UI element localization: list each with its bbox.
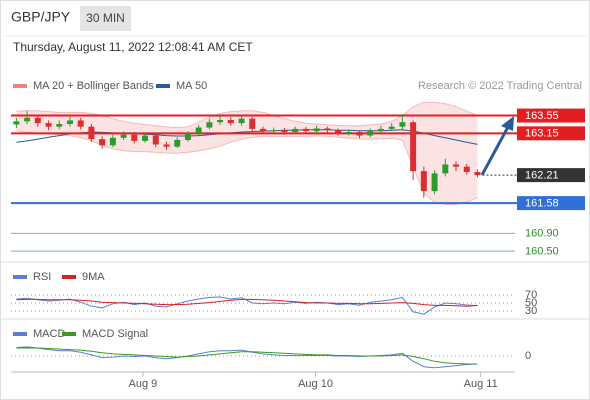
candle-body bbox=[442, 164, 449, 174]
candle-body bbox=[356, 132, 363, 136]
series-line bbox=[16, 298, 478, 307]
y-tick-label: 70 bbox=[525, 289, 537, 301]
candle-body bbox=[270, 130, 277, 132]
candle-body bbox=[142, 135, 149, 141]
y-tick-label: 30 bbox=[525, 305, 537, 317]
level-box bbox=[517, 168, 585, 183]
candle-body bbox=[474, 172, 481, 176]
level-label: 163.15 bbox=[525, 128, 559, 140]
symbol: GBP/JPY bbox=[11, 9, 71, 25]
candle-body bbox=[410, 122, 417, 172]
candle-body bbox=[302, 128, 309, 132]
trend-arrowhead bbox=[501, 116, 514, 131]
level-label: 163.55 bbox=[525, 110, 559, 122]
level-label: 162.21 bbox=[525, 170, 559, 182]
level-label: 160.50 bbox=[525, 246, 559, 258]
legend-swatch bbox=[156, 84, 170, 88]
legend-swatch bbox=[13, 275, 27, 279]
candle-body bbox=[24, 117, 31, 122]
x-tick-label: Aug 9 bbox=[129, 378, 158, 390]
source-note: Research © 2022 Trading Central bbox=[418, 80, 582, 92]
candle-body bbox=[227, 120, 234, 124]
x-tick-label: Aug 10 bbox=[298, 378, 333, 390]
band-lower bbox=[16, 130, 478, 205]
candle-body bbox=[420, 171, 427, 192]
level-label: 161.58 bbox=[525, 198, 559, 210]
candle-body bbox=[120, 134, 127, 138]
candle-body bbox=[99, 139, 106, 146]
candle-body bbox=[463, 166, 470, 172]
candle-body bbox=[88, 126, 95, 140]
legend-swatch bbox=[62, 275, 76, 279]
candle-body bbox=[77, 120, 84, 127]
candle-body bbox=[292, 128, 299, 132]
legend-swatch bbox=[13, 84, 27, 88]
candle-body bbox=[281, 130, 288, 132]
level-box bbox=[517, 126, 585, 141]
candle-body bbox=[249, 118, 256, 129]
candle-body bbox=[260, 128, 266, 132]
y-tick-label: 50 bbox=[525, 297, 537, 309]
legend-label: MA 20 + Bollinger Bands bbox=[33, 80, 154, 92]
candle-body bbox=[13, 121, 20, 125]
candle-body bbox=[217, 120, 224, 123]
timestamp: Thursday, August 11, 2022 12:08:41 AM CE… bbox=[13, 40, 253, 54]
level-label: 160.90 bbox=[525, 228, 559, 240]
candle-body bbox=[109, 137, 116, 146]
candle-body bbox=[431, 173, 438, 192]
series-line bbox=[16, 347, 478, 365]
legend-label: 9MA bbox=[82, 271, 105, 283]
legend-label: MACD Signal bbox=[82, 328, 148, 340]
candle-body bbox=[367, 131, 374, 136]
candle-body bbox=[399, 122, 406, 127]
candle-body bbox=[131, 134, 138, 141]
legend-label: RSI bbox=[33, 271, 51, 283]
candle-body bbox=[206, 122, 213, 128]
legend-label: MA 50 bbox=[176, 80, 207, 92]
interval-badge bbox=[80, 6, 131, 31]
candle-body bbox=[238, 118, 245, 124]
interval: 30 MIN bbox=[86, 11, 125, 25]
candle-body bbox=[324, 128, 331, 131]
candle-body bbox=[335, 130, 342, 134]
y-tick-label: 0 bbox=[525, 350, 531, 362]
candle-body bbox=[66, 120, 73, 124]
candle-body bbox=[313, 128, 320, 132]
candle-body bbox=[377, 128, 384, 132]
level-box bbox=[517, 196, 585, 211]
legend-label: MACD bbox=[33, 328, 65, 340]
candle-body bbox=[174, 140, 181, 147]
candle-body bbox=[345, 132, 352, 134]
legend-swatch bbox=[62, 332, 76, 336]
candle-body bbox=[45, 123, 52, 127]
candle-body bbox=[453, 164, 460, 167]
candle-body bbox=[34, 117, 41, 124]
candle-body bbox=[388, 126, 395, 129]
candle-body bbox=[184, 133, 191, 140]
series-line bbox=[16, 296, 478, 315]
candle-body bbox=[195, 127, 202, 134]
x-tick-label: Aug 11 bbox=[464, 378, 498, 390]
band-fill bbox=[16, 102, 478, 205]
candle-body bbox=[163, 144, 170, 147]
candle-body bbox=[152, 135, 159, 145]
legend-swatch bbox=[13, 332, 27, 336]
trend-arrow bbox=[480, 126, 510, 176]
candle-body bbox=[56, 124, 63, 127]
level-box bbox=[517, 108, 585, 123]
